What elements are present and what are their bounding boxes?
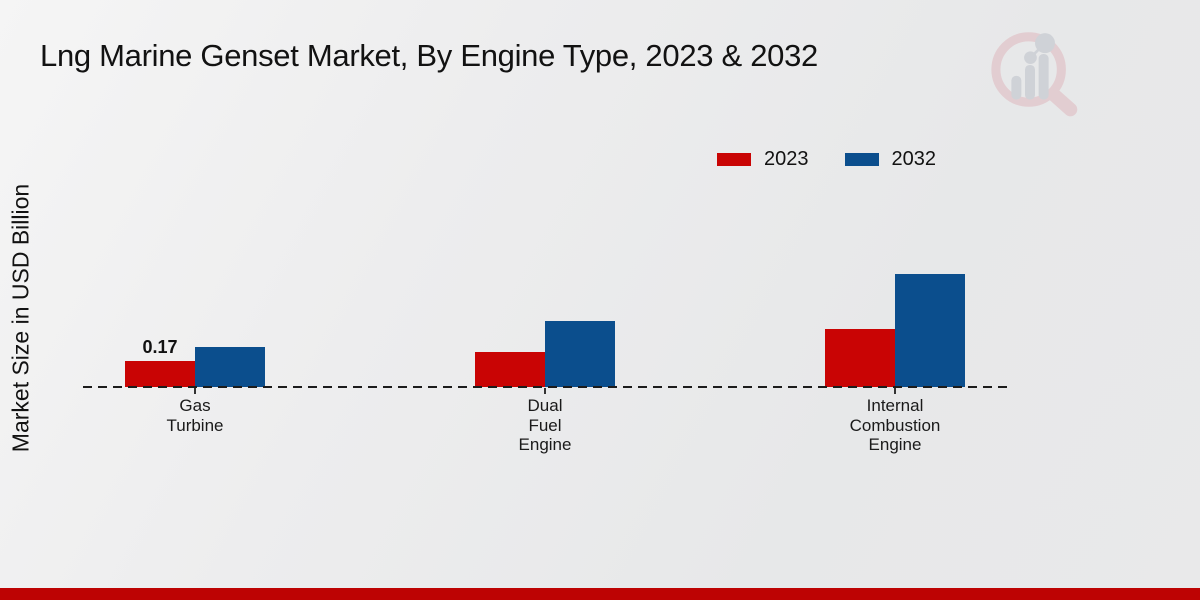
category-label-gas-turbine: Gas Turbine: [166, 396, 224, 435]
legend-label-2023: 2023: [764, 148, 809, 170]
bar-2023-internal-combustion-engine: [825, 329, 895, 387]
bar-2032-internal-combustion-engine: [895, 274, 965, 387]
market-research-magnifier-bar-chart-logo-icon: [991, 32, 1078, 117]
chart-title: Lng Marine Genset Market, By Engine Type…: [40, 38, 818, 73]
x-axis-baseline: [83, 386, 1007, 388]
x-axis-tick: [544, 388, 546, 394]
x-axis-tick: [194, 388, 196, 394]
legend: 2023 2032: [717, 148, 936, 171]
legend-item-2032: 2032: [844, 148, 937, 171]
bar-2023-dual-fuel-engine: [475, 352, 545, 387]
category-label-dual-fuel-engine: Dual Fuel Engine: [518, 396, 572, 454]
bar-2032-gas-turbine: [195, 347, 265, 387]
legend-label-2032: 2032: [891, 148, 937, 170]
legend-swatch-2023-icon: [717, 153, 751, 166]
bar-value-label: 0.17: [142, 337, 178, 357]
x-axis-tick: [894, 388, 896, 394]
bar-2032-dual-fuel-engine: [545, 321, 615, 387]
legend-item-2023: 2023: [717, 148, 809, 171]
footer-accent-bar: [0, 588, 1200, 600]
legend-swatch-2032-icon: [844, 153, 879, 166]
bar-2023-gas-turbine: [125, 361, 195, 387]
category-label-internal-combustion-engine: Internal Combustion Engine: [849, 396, 941, 454]
